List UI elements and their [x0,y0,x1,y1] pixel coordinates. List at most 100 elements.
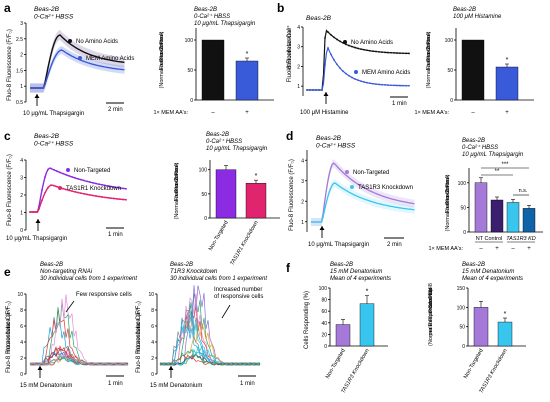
panel-c-bar-title: 10 μg/mL Thapsigargin [206,146,268,152]
y-tick-label: 3 [297,45,300,51]
trace-point [408,84,410,87]
panel-a-bar-ylabel: (Normalized to Control) [159,31,165,88]
trace-point [324,37,326,39]
panel-f-right-ylabel: per Responsive Cell [428,286,434,335]
panel-f-right-title: Beas-2B [462,262,485,268]
panel-e-right-cell-trace [159,345,261,366]
panel-d-bar-ylabel: Fluo-8 Peak [445,175,451,205]
panel-b-bar-ylabel: (Normalized to Control) [426,31,432,88]
panel-letter-d: d [286,129,293,143]
panel-a-bar-ylabel: Fluorescence [159,37,165,70]
panel-f-right-category-label: TAS1R3 Knockdown [478,348,508,395]
trace-point [318,89,320,91]
trace-point [327,31,329,33]
panel-f-left-title: 15 mM Denatonium [330,269,382,275]
panel-e-right-pointer [221,304,231,319]
y-tick-label: 10 [148,292,154,298]
trace-point [101,196,103,198]
trace-point [381,83,383,86]
panel-c-bar-ylabel: (Normalized to Control) [174,162,180,219]
trace-point [59,171,61,174]
trace-point [122,187,124,190]
y-tick-label: 2.5 [16,37,23,43]
panel-f-right-ylabel: Fluorescence [428,288,434,321]
trace-point [77,177,79,180]
trace-point [83,179,85,182]
panel-c-stimulus: 10 μg/mL Thapsigargin [6,236,67,242]
panel-f-right-ylabel: Peak Fluo-8 [428,283,434,313]
panel-e-left-cell-trace [29,355,129,366]
panel-c-bar-0 [215,169,237,219]
panel-b-ylabel: Fluo-8 Fluorescence [287,27,293,82]
panel-f-left-category-label: Non-Targeted [325,348,347,380]
panel-a-bar-title: 10 μg/mL Thapsigargin [194,21,256,27]
panel-d-stimulus: 10 μg/mL Thapsigargin [308,242,369,248]
y-tick-label: 4 [20,158,23,164]
y-tick-label: 2 [151,356,154,362]
stimulus-arrow-head [319,226,325,230]
panel-b-stimulus: 100 μM Histamine [300,110,349,116]
y-tick-label: 50 [459,325,465,331]
y-tick-label: 0 [204,216,207,222]
trace-point [363,48,365,51]
y-tick-label: 2 [20,193,23,199]
trace-point [408,52,410,55]
legend-marker [78,56,82,60]
panel-e-right-ylabel: Intracellular Ca²⁺ [135,307,142,353]
trace-point [357,79,359,82]
panel-e-right-title: T1R3 Knockdown [170,269,218,275]
panel-e-right-stimulus: 15 mM Denatonium [150,383,202,389]
panel-a-bar-1 [235,60,259,101]
trace-point [44,176,46,178]
y-tick-label: 0 [324,344,327,350]
trace-point [86,180,88,183]
panel-b-ylabel: Intracellular Ca²⁺ [286,25,293,71]
panel-d-sig-label: *** [501,162,509,168]
legend-marker [343,40,347,44]
panel-d-legend-nt: Non-Targeted [353,170,389,176]
trace-point [369,82,371,85]
panel-a-bar-title: Beas-2B [194,7,217,13]
panel-d-band-nt [311,159,415,226]
panel-d-trace-nt [311,162,415,223]
stimulus-arrow-head [35,219,41,223]
panel-f-left-ylabel: Cells Responding (%) [304,291,310,349]
panel-a-trace-mem [30,49,125,89]
trace-point [390,51,392,54]
panel-c-category-label: Non-Targeted [208,220,230,252]
trace-point [402,52,404,55]
panel-b-sig-star: * [506,57,509,64]
trace-point [396,52,398,54]
trace-point [32,211,34,213]
y-tick-label: 0 [151,372,154,378]
panel-e-right-annotation: Increased number [214,287,262,293]
panel-d-trace-title: Beas-2B [316,135,342,142]
trace-point [71,176,73,178]
trace-point [92,194,94,197]
panel-d-bar-title: Beas-2B [462,138,485,144]
legend-marker [350,185,354,189]
trace-point [336,38,338,41]
legend-marker [68,39,72,43]
panel-letter-f: f [286,261,291,275]
trace-point [83,192,85,195]
trace-point [393,84,395,87]
y-tick-label: 10 [17,292,23,298]
panel-letter-c: c [4,129,11,143]
trace-point [405,52,407,55]
y-tick-label: 1 [20,84,23,90]
panel-e-right-title: Beas-2B [170,262,193,268]
panel-e-left-pointer [65,300,75,313]
panel-d-x-row-value: – [511,246,515,252]
y-tick-label: 50 [460,205,466,211]
panel-d-band-kd [311,179,415,226]
panel-e-right-cell-trace [159,348,261,366]
trace-point [390,84,392,87]
panel-f-right-sig-star: * [504,311,507,318]
panel-letter-e: e [4,265,11,279]
trace-point [95,182,97,185]
trace-point [342,70,344,73]
panel-c-bar-ylabel: Fluorescence [174,168,180,201]
trace-point [333,58,335,61]
trace-point [119,198,121,201]
